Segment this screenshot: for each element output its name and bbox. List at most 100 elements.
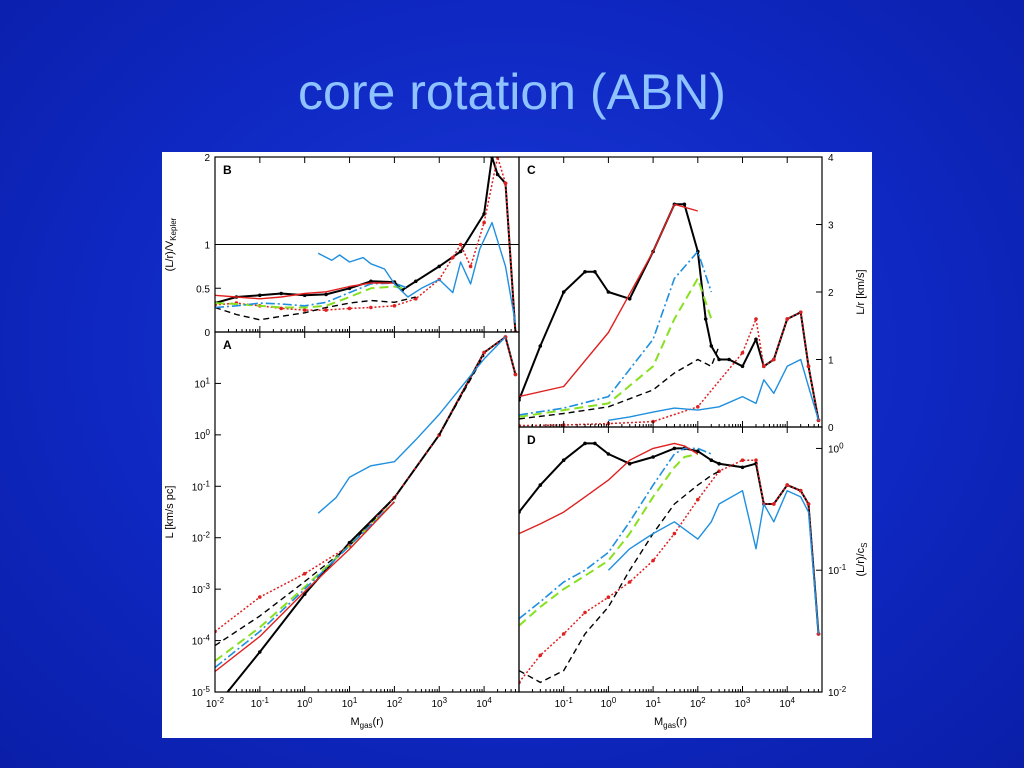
data-point-red_dotted [606,595,611,599]
data-point-red_dotted [772,357,776,362]
series-line-blue_dashdot [215,501,395,669]
y-axis-label: L [km/s pc] [164,486,176,539]
data-point-red_dotted [347,306,352,311]
data-point-black_dotted [651,455,655,459]
data-point-red_dotted [785,317,789,321]
y-tick-label: 2 [828,288,834,299]
data-point-red_dotted [561,632,566,636]
data-point-black_dotted [754,337,758,342]
y-tick-label: 10-5 [192,685,211,699]
data-point-black_dotted [703,317,708,321]
data-point-black_dotted [258,293,262,298]
series-line-black_dotted [519,442,820,634]
x-tick-label: 10-1 [555,696,574,710]
data-point-black_dotted [437,264,442,269]
data-point-red_dotted [798,310,803,315]
data-point-black_dotted [538,483,543,487]
series-line-green_dashed [519,453,699,627]
data-point-red_dotted [651,558,655,563]
series-line-black_dashed [215,296,416,321]
x-tick-label: 102 [387,696,403,710]
series-line-green_dashed [519,277,713,418]
data-point-black_dotted [740,465,745,470]
panel-D: D 10-1 100 101 102 103 104 10-2 10-1 100 Mgas(r) (L… [518,426,869,730]
data-point-red_dotted [369,305,373,310]
panel-letter: C [527,163,536,177]
data-point-red_dotted [740,458,745,463]
data-point-black_dotted [495,172,500,177]
series-line-green_dashed [215,285,403,309]
y-tick-label: 100 [828,441,844,455]
data-point-red_dotted [696,405,700,409]
y-tick-label: 4 [828,153,834,164]
data-point-red_dotted [468,264,473,269]
series-line-red_dotted [519,459,820,683]
data-point-red_dotted [482,220,486,225]
slide-title: core rotation (ABN) [298,64,726,120]
data-point-red_dotted [482,350,486,355]
data-point-red_dotted [785,483,789,487]
data-point-black_dotted [606,290,611,294]
series-line-black_dashed [215,355,485,647]
y-axis-label: (L/r)/VKepler [164,217,178,271]
data-point-black_dotted [583,441,587,446]
series-line-black_dotted [519,203,820,421]
data-point-black_dotted [740,364,745,369]
y-tick-label: 10-3 [192,582,211,596]
x-tick-label: 101 [342,696,358,710]
data-point-red_dotted [513,372,518,377]
data-point-red_dotted [538,653,543,658]
data-point-red_dotted [798,488,803,493]
y-axis-label: (L/r)/cS [855,542,869,576]
data-point-red_dotted [816,632,821,636]
data-point-black_dotted [709,344,714,348]
figure-panel-grid: B 0 0.5 1 2 (L/r)/VKepler A 10-2 10-1 100 101 102 10… [162,152,872,738]
data-point-black_dotted [258,650,262,654]
y-tick-label: 2 [204,153,210,164]
x-axis-label: Mgas(r) [350,716,383,730]
data-point-red_dotted [583,610,587,615]
x-tick-label: 10-2 [206,696,225,710]
panel-frame [518,426,823,693]
series-line-red_solid [519,442,699,535]
data-point-black_dotted [414,279,418,284]
series-line-black_dashed [519,470,720,684]
data-point-red_dotted [302,308,307,312]
data-point-red_dotted [302,571,307,576]
series-line-blue_solid [317,221,517,324]
data-point-black_dotted [561,290,566,294]
data-point-black_dotted [672,446,677,451]
y-tick-label: 1 [204,241,210,252]
data-point-red_dotted [458,242,463,247]
series-line-blue_solid [317,336,507,514]
data-point-black_dotted [627,297,632,301]
series-line-blue_solid [608,358,820,421]
y-tick-label: 10-4 [192,634,211,648]
y-tick-label: 0 [204,328,210,339]
data-point-black_dotted [717,357,721,362]
data-point-red_dotted [772,502,776,506]
data-point-black_dotted [279,291,283,296]
series-line-black_dashed [519,345,720,420]
panel-frame [214,331,520,693]
data-point-red_dotted [627,580,632,584]
y-tick-label: 10-2 [828,685,847,699]
series-line-red_solid [215,501,395,673]
data-point-black_dotted [538,344,543,348]
y-tick-label: 101 [194,376,210,390]
data-point-black_dotted [727,357,731,362]
data-point-black_dotted [561,458,566,463]
series-line-green_dashed [215,501,396,662]
series-line-black_dotted [215,157,517,332]
data-point-red_dotted [740,351,745,355]
x-tick-label: 100 [601,696,617,710]
x-tick-label: 102 [690,696,706,710]
x-tick-label: 100 [297,696,313,710]
data-point-black_dotted [606,452,611,456]
series-line-red_solid [519,203,698,398]
data-point-black_dotted [717,461,721,466]
data-point-black_dotted [682,202,687,207]
y-tick-label: 10-1 [828,563,847,577]
panel-letter: D [527,433,536,447]
